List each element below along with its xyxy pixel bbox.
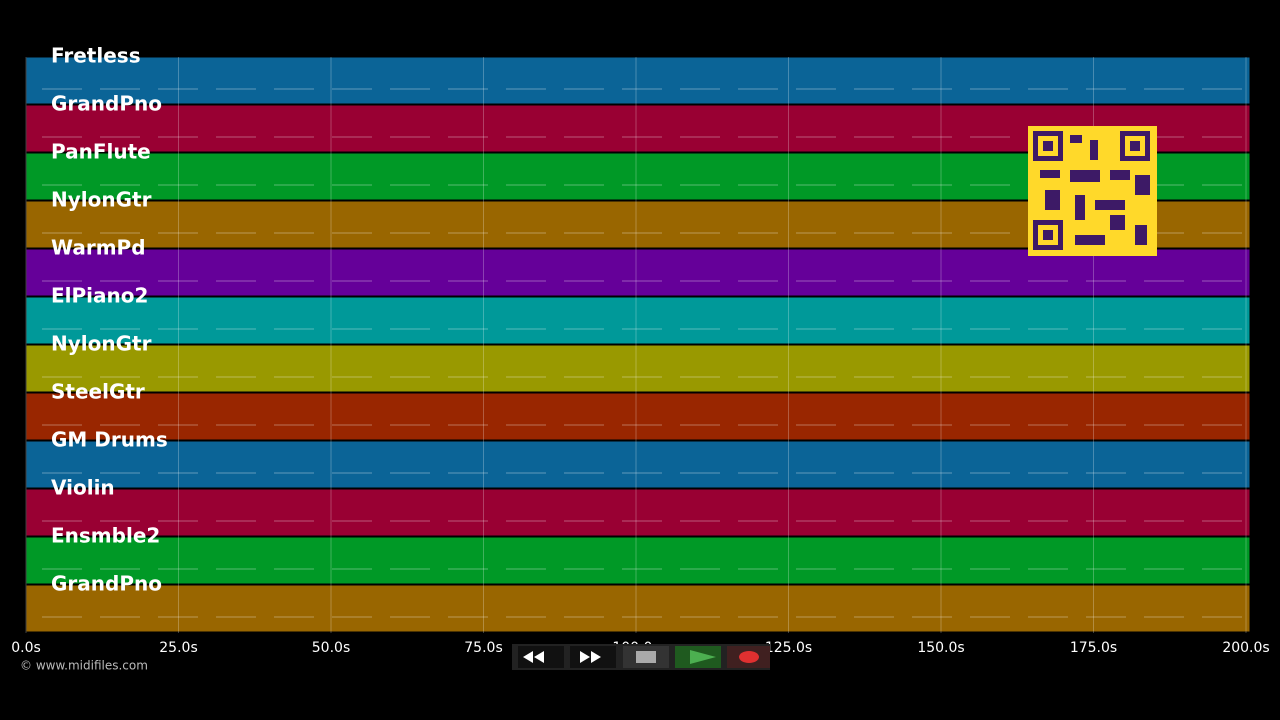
track-name: Fretless [51, 44, 141, 68]
track-lane [25, 248, 1251, 297]
track-name: NylonGtr [51, 332, 152, 356]
track-names: Fretless GrandPno PanFlute NylonGtr WarmPd El… [51, 44, 168, 596]
x-tick-label: 50.0s [312, 640, 350, 656]
track-name: Ensmble2 [51, 524, 160, 548]
track-lane [25, 296, 1251, 345]
x-tick-label: 75.0s [464, 640, 502, 656]
track-name: WarmPd [51, 236, 146, 260]
track-lane [25, 536, 1251, 585]
x-tick-label: 150.0s [917, 640, 964, 656]
rewind-button[interactable] [518, 646, 564, 668]
x-tick-label: 125.0s [765, 640, 812, 656]
track-lane [25, 344, 1251, 393]
qr-code [1028, 126, 1157, 256]
fast-forward-button[interactable] [570, 646, 616, 668]
track-name: PanFlute [51, 140, 151, 164]
x-tick-label: 200.0s [1222, 640, 1269, 656]
track-lane [25, 440, 1251, 489]
track-name: GrandPno [51, 572, 162, 596]
track-name: Violin [51, 476, 115, 500]
x-tick-label: 175.0s [1070, 640, 1117, 656]
x-tick-label: 25.0s [159, 640, 197, 656]
track-name: NylonGtr [51, 188, 152, 212]
track-lane [25, 56, 1251, 105]
track-lane [25, 584, 1251, 633]
play-button[interactable] [675, 646, 721, 668]
grid [25, 57, 1247, 633]
transport-controls [512, 644, 770, 670]
track-name: SteelGtr [51, 380, 145, 404]
stop-button[interactable] [623, 646, 669, 668]
track-name: GrandPno [51, 92, 162, 116]
record-button[interactable] [727, 646, 770, 668]
track-lane [25, 488, 1251, 537]
footer: © www.midifiles.com [20, 659, 148, 673]
x-tick-label: 0.0s [11, 640, 41, 656]
track-lane [25, 392, 1251, 441]
track-name: GM Drums [51, 428, 168, 452]
track-name: ElPiano2 [51, 284, 148, 308]
